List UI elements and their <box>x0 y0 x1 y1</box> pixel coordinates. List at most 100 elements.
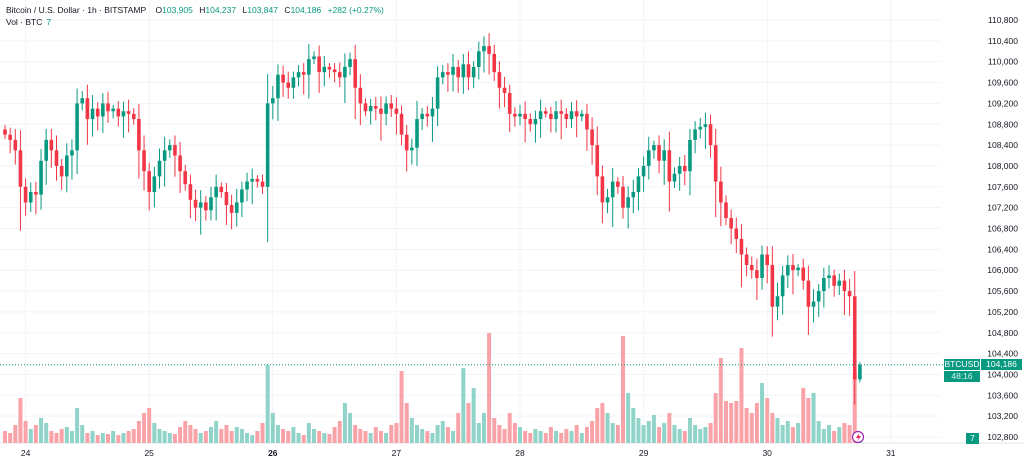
candle-body <box>317 56 321 73</box>
candle-body <box>126 111 131 114</box>
volume-bar <box>49 431 54 443</box>
time-axis[interactable]: 24 25 26 27 28 29 30 31 <box>21 448 896 458</box>
candle-body <box>234 202 239 213</box>
candle-body <box>487 46 491 54</box>
volume-bar <box>69 431 74 443</box>
candle-body <box>23 186 28 203</box>
volume-bar <box>548 427 553 443</box>
volume-bar <box>770 413 775 443</box>
candle-body <box>806 280 811 307</box>
candle-body <box>734 228 739 239</box>
volume-bar <box>152 423 157 443</box>
volume-bar <box>203 431 208 443</box>
volume-bar <box>193 429 198 443</box>
candle-body <box>198 202 203 208</box>
price-axis[interactable]: 110,800 110,400 110,000 109,600 109,200 108,8… <box>987 15 1018 442</box>
candle-body <box>719 181 723 203</box>
last-price: 104,186 <box>981 359 1022 370</box>
candle-body <box>605 197 610 203</box>
price-tick-label: 107,600 <box>987 182 1018 192</box>
candle-body <box>85 98 90 120</box>
price-tick-label: 103,200 <box>987 411 1018 421</box>
candle-body <box>142 150 146 172</box>
lightning-icon[interactable] <box>851 430 865 444</box>
price-tick-label: 102,800 <box>987 432 1018 442</box>
price-tick-label: 105,600 <box>987 286 1018 296</box>
candle-body <box>827 275 831 279</box>
volume-bar <box>440 421 445 443</box>
candle-body <box>75 103 79 151</box>
volume-bar <box>178 427 183 443</box>
volume-bar <box>44 423 49 443</box>
volume-bar <box>296 433 301 443</box>
price-tick-label: 109,200 <box>987 98 1018 108</box>
volume-bar <box>121 433 126 443</box>
volume-bar <box>100 433 105 443</box>
volume-bar <box>456 413 461 443</box>
volume-bar <box>543 433 548 443</box>
candle-body <box>39 160 43 195</box>
volume-bar <box>502 429 507 443</box>
candle-body <box>404 134 409 151</box>
symbol-title[interactable]: Bitcoin / U.S. Dollar · 1h · BITSTAMP <box>6 5 147 15</box>
candle-body <box>693 129 697 140</box>
close-value: 104,186 <box>290 5 322 15</box>
volume-bar <box>621 336 625 443</box>
volume-bar <box>518 427 522 443</box>
volume-bar <box>847 425 852 443</box>
volume-bar <box>234 427 239 443</box>
candle-body <box>250 178 254 182</box>
volume-bar <box>641 425 646 443</box>
candle-body <box>523 113 527 120</box>
candle-body <box>111 108 115 112</box>
candle-body <box>858 364 862 380</box>
candle-body <box>59 165 64 177</box>
volume-bar <box>605 413 610 443</box>
volume-bar <box>219 429 224 443</box>
time-tick-label: 27 <box>392 448 402 458</box>
volume-bar <box>481 413 486 443</box>
candle-body <box>786 264 790 276</box>
volume-bar <box>610 423 615 443</box>
candle-body <box>13 139 18 151</box>
candle-body <box>101 103 105 117</box>
bar-countdown: 48:16 <box>944 371 980 382</box>
candle-body <box>708 124 713 146</box>
candle-body <box>724 202 728 219</box>
volume-bar <box>734 401 739 443</box>
volume-bar <box>23 421 28 443</box>
candle-body <box>8 134 12 140</box>
volume-bar <box>574 425 579 443</box>
symbol-legend: Bitcoin / U.S. Dollar · 1h · BITSTAMP O1… <box>6 4 384 16</box>
candle-body <box>147 171 151 193</box>
volume-legend: Vol · BTC 7 <box>6 17 51 27</box>
time-tick-label: 26 <box>268 448 278 458</box>
candle-body <box>152 176 157 193</box>
candle-body <box>425 113 430 117</box>
volume-bar <box>116 435 121 443</box>
volume-bar <box>724 401 728 443</box>
volume-bar <box>136 421 141 443</box>
volume-label[interactable]: Vol · BTC <box>6 17 43 27</box>
high-value: 104,237 <box>205 5 237 15</box>
candle-body <box>3 129 7 135</box>
volume-bar <box>682 431 687 443</box>
volume-bar <box>492 418 497 443</box>
volume-bar <box>358 429 363 443</box>
volume-bar <box>322 433 327 443</box>
candle-body <box>137 119 141 151</box>
volume-bar <box>275 425 280 443</box>
candle-body <box>549 113 553 120</box>
candle-body <box>837 280 842 286</box>
candle-body <box>276 74 280 99</box>
volume-bar <box>106 434 110 443</box>
candle-body <box>832 275 836 286</box>
candle-body <box>683 165 687 172</box>
candle-body <box>492 53 497 73</box>
candle-body <box>343 66 347 78</box>
price-tick-label: 104,800 <box>987 328 1018 338</box>
candle-body <box>667 150 672 182</box>
volume-bar <box>461 368 466 443</box>
volume-bar <box>796 423 801 443</box>
